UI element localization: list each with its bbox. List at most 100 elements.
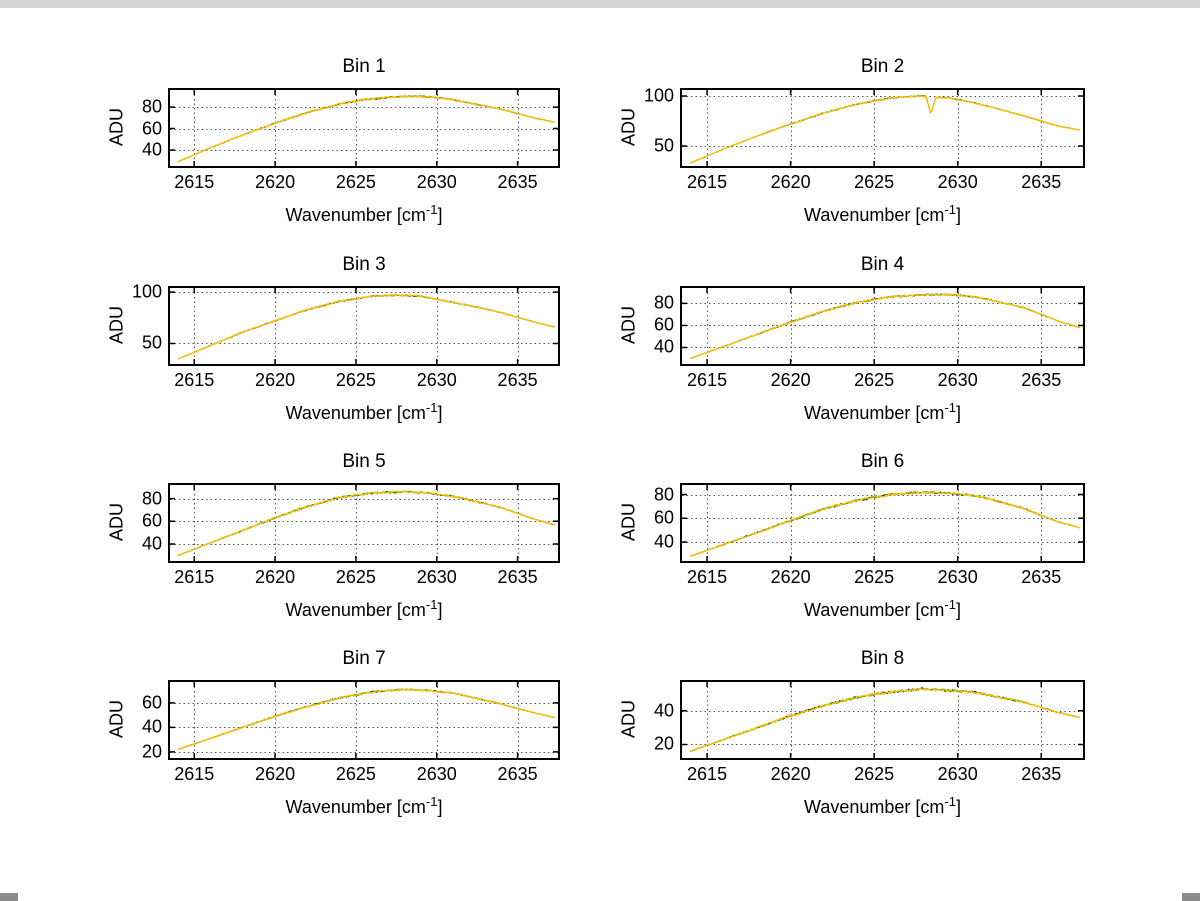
x-tick-label: 2635 (497, 172, 538, 192)
x-tick-label: 2615 (174, 172, 215, 192)
x-tick-label: 2625 (335, 172, 376, 192)
x-tick-label: 2635 (1021, 567, 1062, 587)
window-corner-bottom-left (0, 893, 18, 901)
y-tick-label: 40 (141, 139, 162, 160)
x-axis-label: Wavenumber [cm-1] (682, 597, 1083, 621)
x-tick-label: 2615 (174, 567, 215, 587)
x-tick-label: 2625 (854, 172, 895, 192)
plot-title: Bin 3 (342, 254, 386, 275)
x-tick-label: 2625 (335, 764, 376, 784)
x-tick-label: 2620 (770, 764, 811, 784)
x-axis-label-bracket: ] (437, 205, 443, 225)
plot-canvas (170, 682, 558, 758)
subplot-bin-2: Bin 2 ADU Wavenumber [cm-1] 2615 2620 2625… (619, 56, 1085, 225)
x-axis-label-superscript: -1 (944, 202, 956, 217)
y-tick-label: 40 (653, 336, 674, 357)
x-tick-label: 2635 (497, 370, 538, 390)
x-axis-label-text: Wavenumber [cm (285, 205, 426, 225)
plot-title: Bin 4 (860, 254, 905, 275)
y-axis-label: ADU (618, 108, 639, 147)
x-axis-label-text: Wavenumber [cm (804, 403, 945, 423)
y-tick-label: 80 (653, 292, 674, 313)
y-tick-label: 50 (141, 332, 162, 353)
y-axis-label: ADU (618, 306, 639, 345)
x-tick-label: 2625 (335, 370, 376, 390)
x-tick-label: 2630 (937, 370, 978, 390)
x-axis-label-bracket: ] (437, 600, 443, 620)
y-tick-label: 40 (653, 700, 674, 721)
plot-canvas (682, 485, 1083, 561)
x-tick-label: 2630 (416, 764, 457, 784)
x-tick-label: 2620 (255, 172, 296, 192)
x-tick-label: 2615 (687, 567, 728, 587)
x-axis-label-text: Wavenumber [cm (804, 797, 945, 817)
y-axis-label: ADU (618, 503, 639, 542)
x-tick-label: 2630 (937, 172, 978, 192)
x-tick-label: 2635 (497, 567, 538, 587)
y-tick-label: 80 (653, 484, 674, 504)
subplot-bin-5: Bin 5 ADU Wavenumber [cm-1] 2615 2620 2625… (107, 451, 560, 620)
x-tick-label: 2625 (854, 370, 895, 390)
x-tick-label: 2635 (1021, 172, 1062, 192)
x-tick-label: 2620 (770, 172, 811, 192)
x-tick-label: 2615 (174, 370, 215, 390)
y-axis-label: ADU (618, 700, 639, 739)
x-axis-label: Wavenumber [cm-1] (682, 202, 1083, 226)
plot-title: Bin 1 (342, 56, 386, 77)
x-tick-label: 2630 (937, 764, 978, 784)
x-axis-label-superscript: -1 (944, 794, 956, 809)
y-tick-label: 20 (141, 741, 162, 762)
y-tick-label: 100 (131, 281, 162, 302)
x-axis-label: Wavenumber [cm-1] (170, 597, 558, 621)
subplot-bin-3: Bin 3 ADU Wavenumber [cm-1] 2615 2620 2625… (107, 254, 560, 423)
x-axis-label-text: Wavenumber [cm (804, 205, 945, 225)
subplot-bin-7: Bin 7 ADU Wavenumber [cm-1] 2615 2620 2625… (107, 648, 560, 817)
plot-title: Bin 5 (342, 451, 386, 472)
x-tick-label: 2630 (937, 567, 978, 587)
plot-title: Bin 7 (342, 648, 386, 669)
x-tick-label: 2615 (687, 370, 728, 390)
x-axis-label-bracket: ] (437, 403, 443, 423)
x-axis-label-superscript: -1 (425, 202, 438, 217)
x-tick-label: 2625 (335, 567, 376, 587)
y-tick-label: 60 (141, 510, 162, 531)
x-axis-label-text: Wavenumber [cm (804, 600, 945, 620)
subplot-bin-4: Bin 4 ADU Wavenumber [cm-1] 2615 2620 2625… (619, 254, 1085, 423)
x-tick-label: 2625 (854, 567, 895, 587)
y-tick-label: 80 (141, 488, 162, 509)
x-axis-label-superscript: -1 (425, 400, 438, 415)
y-tick-label: 40 (653, 531, 674, 552)
x-tick-label: 2615 (687, 764, 728, 784)
x-tick-label: 2635 (1021, 370, 1062, 390)
y-tick-label: 40 (141, 533, 162, 554)
x-tick-label: 2615 (687, 172, 728, 192)
subplot-bin-1: Bin 1 ADU Wavenumber [cm-1] 2615 2620 2625… (107, 56, 560, 225)
y-tick-label: 100 (643, 85, 674, 106)
x-tick-label: 2625 (854, 764, 895, 784)
x-axis-label-bracket: ] (955, 797, 961, 817)
x-axis-label-text: Wavenumber [cm (285, 403, 426, 423)
plot-canvas (682, 90, 1083, 166)
y-axis-label: ADU (106, 108, 127, 147)
x-axis-label: Wavenumber [cm-1] (682, 794, 1083, 818)
x-axis-label-superscript: -1 (944, 597, 956, 612)
x-axis-label-superscript: -1 (944, 400, 956, 415)
plot-title: Bin 8 (860, 648, 905, 669)
y-tick-label: 50 (653, 135, 674, 156)
y-tick-label: 60 (141, 118, 162, 139)
x-tick-label: 2630 (416, 370, 457, 390)
y-tick-label: 60 (653, 314, 674, 335)
plot-canvas (682, 288, 1083, 364)
window-border-bottom (0, 0, 1200, 8)
subplot-bin-8: Bin 8 ADU Wavenumber [cm-1] 2615 2620 2625… (619, 648, 1085, 817)
y-axis-label: ADU (106, 306, 127, 345)
x-tick-label: 2620 (770, 370, 811, 390)
window-corner-bottom-right (1182, 893, 1200, 901)
x-axis-label-superscript: -1 (425, 794, 438, 809)
x-axis-label: Wavenumber [cm-1] (682, 400, 1083, 424)
x-tick-label: 2635 (1021, 764, 1062, 784)
x-axis-label-bracket: ] (955, 205, 961, 225)
plot-title: Bin 6 (860, 451, 905, 472)
plot-canvas (682, 682, 1083, 758)
